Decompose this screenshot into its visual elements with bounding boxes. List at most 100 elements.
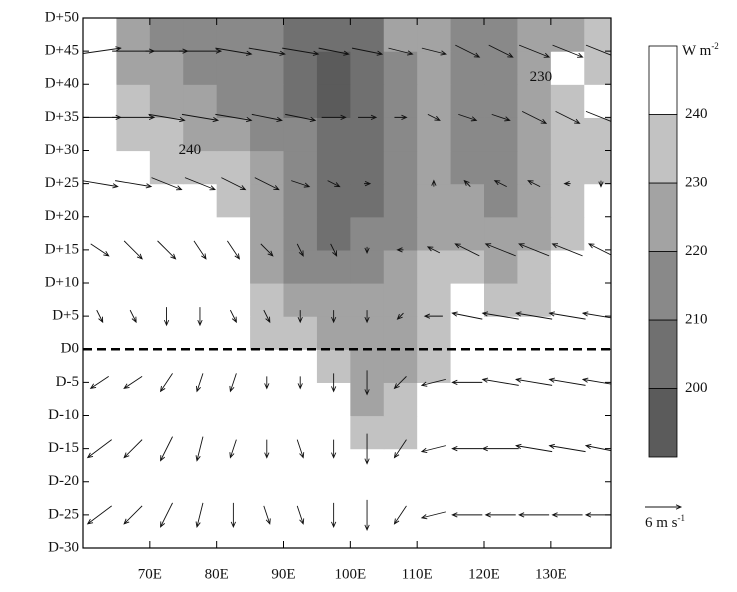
shade-cell bbox=[283, 415, 318, 450]
shade-cell bbox=[216, 349, 251, 383]
shade-cell bbox=[216, 283, 251, 317]
shade-cell bbox=[283, 249, 318, 284]
wind-vector bbox=[351, 47, 384, 56]
shade-cell bbox=[383, 481, 418, 516]
shade-cell bbox=[584, 51, 611, 85]
unit-text: W m bbox=[682, 43, 712, 59]
shade-cell bbox=[417, 283, 452, 317]
wind-vector bbox=[518, 44, 551, 58]
shade-cell bbox=[383, 349, 418, 383]
shade-cell bbox=[83, 51, 118, 85]
shade-cell bbox=[149, 514, 184, 548]
shade-cell bbox=[350, 216, 385, 251]
shade-cell bbox=[216, 249, 251, 284]
wind-vector bbox=[90, 243, 110, 257]
y-tick-label: D+15 bbox=[45, 241, 79, 257]
y-tick-label: D+50 bbox=[45, 9, 79, 25]
wind-vector bbox=[227, 240, 240, 260]
wind-vector bbox=[393, 376, 407, 390]
reference-vector bbox=[645, 504, 683, 510]
shade-cell bbox=[517, 216, 552, 251]
shade-cell bbox=[283, 150, 318, 185]
wind-vector bbox=[431, 179, 437, 187]
shade-cell bbox=[83, 415, 118, 450]
shade-cell bbox=[584, 481, 611, 516]
wind-vector bbox=[157, 240, 177, 260]
wind-vector bbox=[83, 46, 122, 54]
shade-cell bbox=[183, 249, 218, 284]
shade-cell bbox=[350, 249, 385, 284]
colorbar-box bbox=[648, 114, 678, 184]
shade-cell bbox=[116, 249, 151, 284]
wind-vector bbox=[555, 110, 581, 124]
wind-vector bbox=[215, 47, 253, 56]
shade-cell bbox=[584, 216, 611, 251]
y-tick-label: D+5 bbox=[52, 308, 79, 324]
shade-cell bbox=[383, 84, 418, 118]
shade-cell bbox=[484, 316, 519, 350]
shade-cell bbox=[517, 183, 552, 218]
shade-cell bbox=[450, 514, 485, 548]
x-tick-label: 70E bbox=[138, 566, 162, 582]
shade-cell bbox=[417, 249, 452, 284]
wind-vector bbox=[481, 446, 519, 452]
x-tick-label: 130E bbox=[535, 566, 567, 582]
shade-cell bbox=[116, 349, 151, 383]
wind-vector bbox=[123, 439, 143, 459]
shade-cell bbox=[316, 51, 351, 85]
shade-cell bbox=[250, 150, 285, 185]
shade-cell bbox=[316, 117, 351, 152]
shade-cell bbox=[484, 349, 519, 383]
colorbar-box bbox=[648, 182, 678, 252]
shade-cell bbox=[550, 183, 585, 218]
shade-cell bbox=[149, 481, 184, 516]
wind-vector bbox=[193, 240, 207, 260]
shade-cell bbox=[517, 481, 552, 516]
wind-vector bbox=[129, 309, 137, 324]
shade-cell bbox=[417, 481, 452, 516]
colorbar-box bbox=[648, 388, 678, 458]
shade-cell bbox=[550, 216, 585, 251]
shade-cell bbox=[350, 18, 385, 52]
wind-vector bbox=[123, 505, 143, 525]
plot-area: 240 230 bbox=[83, 18, 611, 548]
wind-vector bbox=[563, 181, 571, 187]
wind-vector bbox=[96, 309, 104, 324]
shade-cell bbox=[383, 18, 418, 52]
shade-cell bbox=[250, 18, 285, 52]
shade-cell bbox=[250, 183, 285, 218]
shade-cell bbox=[484, 283, 519, 317]
wind-vector bbox=[455, 44, 481, 58]
shade-cell bbox=[383, 249, 418, 284]
wind-vector bbox=[552, 44, 584, 58]
shade-cell bbox=[584, 448, 611, 483]
shade-cell bbox=[283, 481, 318, 516]
shade-cell bbox=[484, 481, 519, 516]
shade-cell bbox=[316, 150, 351, 185]
shade-cell bbox=[350, 150, 385, 185]
shade-cell bbox=[116, 117, 151, 152]
wind-vector bbox=[297, 310, 303, 324]
wind-vector bbox=[364, 246, 370, 254]
wind-vector bbox=[215, 113, 253, 123]
shade-cell bbox=[517, 283, 552, 317]
shade-cell bbox=[517, 84, 552, 118]
wind-vector bbox=[264, 439, 270, 459]
shade-cell bbox=[584, 514, 611, 548]
shade-cell bbox=[250, 514, 285, 548]
wind-vector bbox=[197, 307, 203, 327]
shade-cell bbox=[383, 283, 418, 317]
shade-cell bbox=[484, 249, 519, 284]
shade-cell bbox=[116, 448, 151, 483]
shade-cell bbox=[149, 18, 184, 52]
wind-vector bbox=[297, 376, 303, 390]
shade-cell bbox=[550, 249, 585, 284]
wind-vector bbox=[263, 309, 271, 324]
shade-cell bbox=[383, 415, 418, 450]
shade-cell bbox=[283, 117, 318, 152]
wind-vector bbox=[221, 177, 247, 191]
y-tick-label: D0 bbox=[61, 341, 79, 357]
shade-cell bbox=[283, 51, 318, 85]
shade-cell bbox=[149, 415, 184, 450]
y-tick-label: D+35 bbox=[45, 109, 79, 125]
